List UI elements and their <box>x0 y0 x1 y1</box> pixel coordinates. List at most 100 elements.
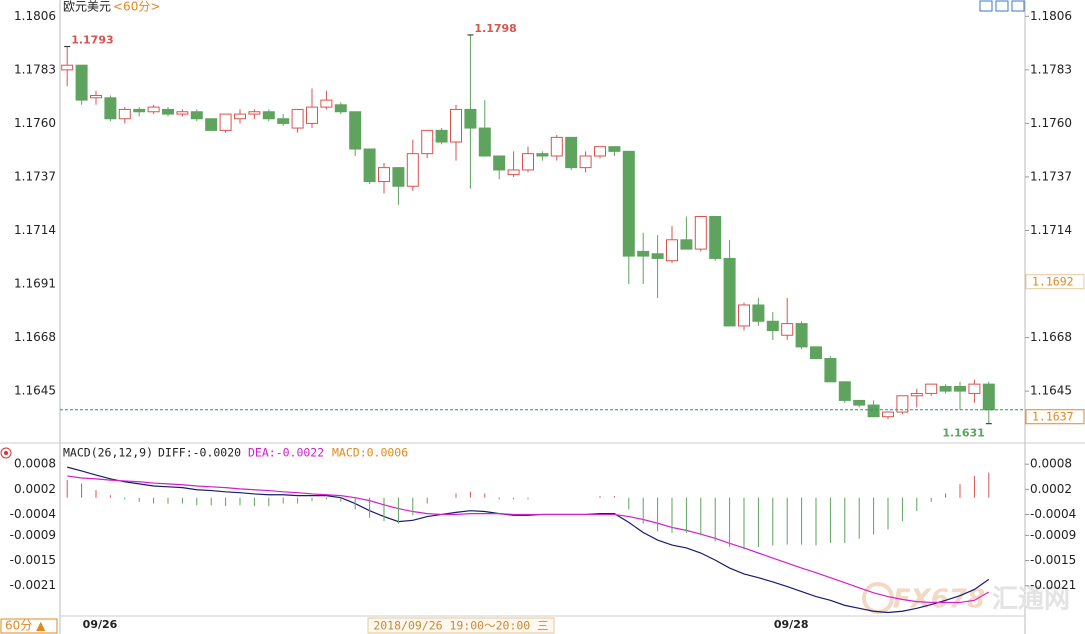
candle-body <box>680 239 693 250</box>
macd-y-tick-label-right: -0.0009 <box>1030 528 1076 542</box>
tool-icon[interactable] <box>995 0 1009 12</box>
macd-value-label: MACD:0.0006 <box>332 446 408 460</box>
candle-body <box>882 411 894 418</box>
tool-icon[interactable] <box>979 0 993 12</box>
candle-body <box>133 108 146 113</box>
candle-body <box>968 383 981 394</box>
macd-y-tick-label-right: -0.0015 <box>1030 553 1076 567</box>
candle-body <box>363 148 376 183</box>
y-tick-label: 1.1760 <box>14 116 56 130</box>
candle-body <box>766 320 779 332</box>
macd-y-tick-label: -0.0021 <box>10 578 56 592</box>
candle-body <box>464 108 477 129</box>
candle-body <box>248 111 261 115</box>
candle-body <box>824 358 837 383</box>
high-annotation: 1.1798 <box>474 22 516 35</box>
candle-body <box>277 118 290 124</box>
period: <60分> <box>113 0 160 14</box>
candle-body <box>392 167 405 187</box>
macd-y-tick-label: 0.0008 <box>14 457 56 471</box>
x-tick-label: 09/28 <box>774 618 809 631</box>
candle-body <box>291 108 304 129</box>
macd-y-tick-label-right: 0.0002 <box>1030 482 1072 496</box>
tool-icon[interactable] <box>1011 0 1025 12</box>
candle-body <box>709 216 722 259</box>
candle-body <box>925 383 938 394</box>
candle-body <box>493 155 506 171</box>
crosshair-time: 2018/09/26 19:00～20:00 三 <box>373 619 548 633</box>
candle-body <box>320 99 333 108</box>
candle-body <box>738 304 750 327</box>
candle-body <box>205 118 218 131</box>
candle-body <box>147 106 160 113</box>
candle-body <box>853 399 866 406</box>
y-tick-label-right: 1.1645 <box>1030 384 1072 398</box>
macd-y-tick-label: -0.0004 <box>10 507 56 521</box>
macd-y-tick-label-right: -0.0021 <box>1030 578 1076 592</box>
macd-line <box>67 466 990 614</box>
y-tick-label-right: 1.1760 <box>1030 116 1072 130</box>
candle-body <box>190 111 203 120</box>
candle-body <box>90 94 102 99</box>
candle-body <box>406 153 419 187</box>
y-tick-label: 1.1737 <box>14 169 56 183</box>
macd-y-tick-label: 0.0002 <box>14 482 56 496</box>
candle-body <box>219 113 232 131</box>
candle-body <box>939 385 952 392</box>
y-tick-label-right: 1.1806 <box>1030 9 1072 23</box>
macd-diff-label: DIFF:-0.0020 <box>158 446 241 460</box>
candle-body <box>536 153 549 157</box>
candle-body <box>781 323 794 336</box>
macd-line <box>67 475 990 604</box>
chart-title: 欧元美元 <box>63 0 111 14</box>
candle-body <box>622 150 635 257</box>
candle-body <box>666 239 678 262</box>
candle-body <box>608 146 621 152</box>
candle-body <box>910 392 923 397</box>
crosshair-price-box <box>1025 274 1085 290</box>
y-tick-label: 1.1691 <box>14 277 56 291</box>
candle-body <box>450 108 462 143</box>
high-annotation: 1.1793 <box>71 34 113 47</box>
candle-body <box>349 111 362 150</box>
candle-body <box>118 108 131 120</box>
toolbar[interactable] <box>979 0 1025 12</box>
y-tick-label-right: 1.1714 <box>1030 223 1072 237</box>
watermark-name: 汇通网 <box>992 585 1070 615</box>
period-button-label[interactable]: 60分 ▲ <box>5 619 46 633</box>
candle-body <box>838 381 851 401</box>
crosshair-price-label: 1.1692 <box>1032 275 1074 289</box>
macd-dea-label: DEA:-0.0022 <box>248 446 324 460</box>
crosshair-time-box <box>367 617 555 634</box>
indicator-icon-dot <box>4 451 8 455</box>
macd-y-tick-label-right: 0.0008 <box>1030 457 1072 471</box>
candle-body <box>176 111 189 115</box>
candle-body <box>694 216 707 250</box>
x-tick-label: 09/26 <box>83 618 118 631</box>
candle-body <box>104 97 117 120</box>
macd-params: MACD(26,12,9) <box>63 446 153 460</box>
macd-y-tick-label-right: -0.0004 <box>1030 507 1076 521</box>
candle-body <box>162 108 174 115</box>
candle-body <box>723 257 736 327</box>
candle-body <box>262 111 275 120</box>
y-tick-label: 1.1714 <box>14 223 56 237</box>
low-annotation: 1.1631 <box>942 427 984 440</box>
y-tick-label-right: 1.1737 <box>1030 169 1072 183</box>
candle-body <box>61 64 74 71</box>
candle-body <box>579 155 592 169</box>
macd-y-tick-label: -0.0009 <box>10 528 56 542</box>
candle-body <box>378 167 390 183</box>
candle-body <box>565 136 578 169</box>
period-button[interactable] <box>0 618 58 634</box>
candle-body <box>982 383 995 411</box>
candle-body <box>867 404 880 418</box>
indicator-icon[interactable] <box>0 447 12 459</box>
candle-body <box>478 127 491 157</box>
y-tick-label: 1.1645 <box>14 384 56 398</box>
candle-body <box>896 395 909 413</box>
candle-body <box>550 136 563 157</box>
